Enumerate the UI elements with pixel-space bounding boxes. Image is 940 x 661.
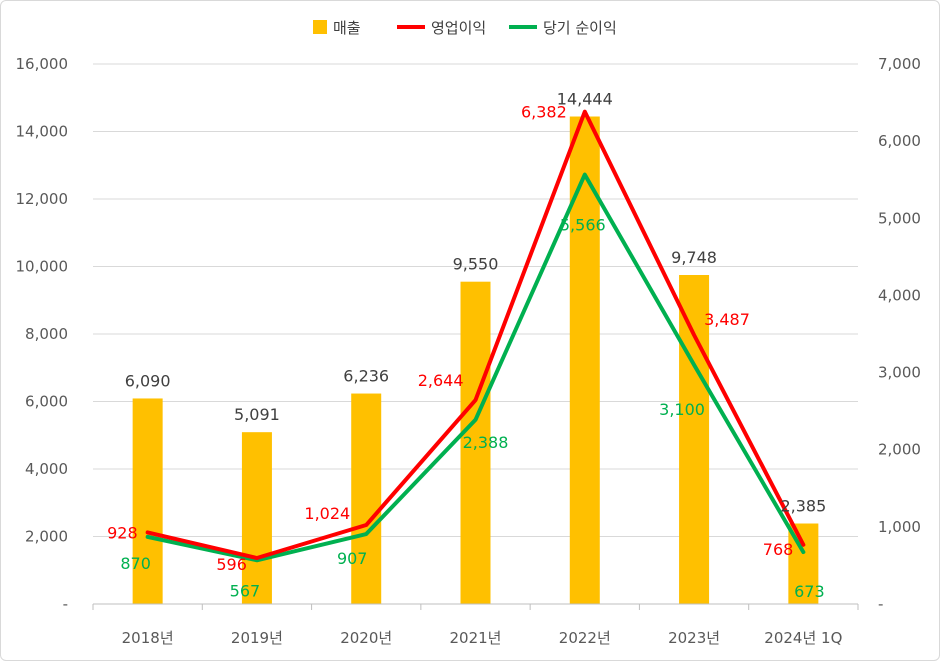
bar	[351, 393, 382, 604]
net-income-label: 5,566	[560, 216, 606, 235]
right-axis: - 1,000 2,000 3,000 4,000 5,000 6,000 7,000	[878, 55, 921, 613]
left-tick-label: 4,000	[25, 460, 68, 478]
operating-profit-label: 1,024	[304, 504, 350, 523]
bar-value-label: 2,385	[780, 497, 826, 516]
line-series	[145, 109, 806, 563]
legend: 매출 영업이익 당기 순이익	[313, 19, 617, 37]
left-tick-label: 10,000	[16, 258, 69, 276]
operating-profit-label: 3,487	[704, 310, 750, 329]
category-label: 2019년	[231, 629, 283, 647]
legend-swatch-revenue	[313, 20, 327, 34]
net-income-label: 567	[230, 581, 261, 600]
bar	[241, 432, 272, 604]
net-income-label: 673	[794, 582, 825, 601]
operating-profit-label: 768	[763, 540, 794, 559]
operating-profit-label: 2,644	[418, 371, 464, 390]
bar-value-label: 14,444	[557, 90, 613, 109]
bar	[132, 398, 163, 604]
left-tick-label: 16,000	[16, 55, 69, 73]
category-label: 2023년	[668, 629, 720, 647]
left-tick-label: 14,000	[16, 123, 69, 141]
left-tick-label: -	[63, 595, 68, 613]
net-income-label: 2,388	[463, 433, 509, 452]
category-label: 2021년	[450, 629, 502, 647]
bar	[679, 275, 710, 604]
left-tick-label: 2,000	[25, 528, 68, 546]
left-tick-label: 12,000	[16, 190, 69, 208]
x-axis: 2018년 2019년 2020년 2021년 2022년 2023년 2024년 1Q	[92, 603, 859, 647]
gridlines	[93, 63, 858, 537]
right-tick-label: 3,000	[878, 364, 921, 382]
bar-value-label: 9,550	[453, 255, 499, 274]
legend-label: 당기 순이익	[543, 19, 617, 37]
line-net-income	[145, 172, 806, 563]
right-tick-label: 2,000	[878, 441, 921, 459]
line-operating-profit	[145, 109, 806, 561]
operating-profit-label: 6,382	[521, 103, 567, 122]
bar-value-label: 6,090	[125, 371, 171, 390]
legend-label: 매출	[333, 19, 361, 37]
operating-profit-label: 928	[107, 523, 138, 542]
right-tick-label: 1,000	[878, 518, 921, 536]
bar-value-label: 5,091	[234, 405, 280, 424]
category-label: 2024년 1Q	[764, 629, 842, 647]
right-tick-label: 4,000	[878, 286, 921, 304]
legend-label: 영업이익	[431, 19, 486, 37]
right-tick-label: 5,000	[878, 209, 921, 227]
category-label: 2018년	[122, 629, 174, 647]
net-income-label: 870	[120, 554, 151, 573]
net-income-label: 907	[337, 549, 368, 568]
operating-profit-label: 596	[216, 555, 247, 574]
category-label: 2022년	[559, 629, 611, 647]
left-axis: - 2,000 4,000 6,000 8,000 10,000 12,000 14,000 1…	[16, 55, 69, 613]
net-income-label: 3,100	[659, 400, 705, 419]
right-tick-label: -	[878, 595, 883, 613]
left-tick-label: 8,000	[25, 325, 68, 343]
bar-value-label: 6,236	[343, 367, 389, 386]
left-tick-label: 6,000	[25, 393, 68, 411]
category-label: 2020년	[340, 629, 392, 647]
bar-value-label: 9,748	[671, 248, 717, 267]
bar	[460, 281, 491, 604]
data-labels: 6,090 5,091 6,236 9,550 14,444 9,748 2,385 928 5…	[107, 90, 826, 602]
right-tick-label: 6,000	[878, 132, 921, 150]
right-tick-label: 7,000	[878, 55, 921, 73]
bar-series	[132, 116, 819, 604]
